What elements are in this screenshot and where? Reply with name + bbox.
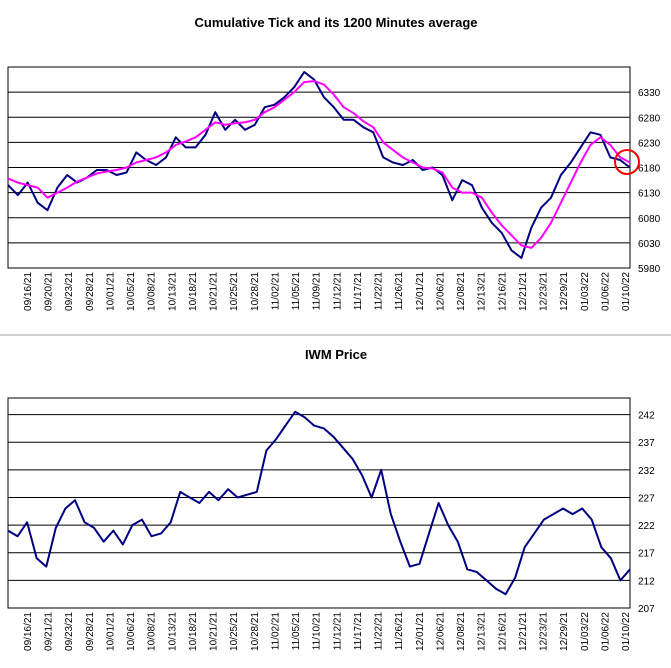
- y-tick-label: 6180: [638, 164, 661, 175]
- x-tick-label: 12/01/21: [415, 612, 426, 651]
- x-tick-label: 09/21/21: [44, 612, 55, 651]
- y-tick-label: 222: [638, 521, 655, 532]
- x-tick-label: 10/01/21: [105, 272, 116, 311]
- x-tick-label: 11/12/21: [332, 612, 343, 651]
- x-tick-label: 11/26/21: [394, 272, 405, 311]
- x-tick-label: 09/16/21: [23, 612, 34, 651]
- x-tick-label: 10/18/21: [188, 612, 199, 651]
- x-tick-label: 12/06/21: [435, 612, 446, 651]
- x-tick-label: 12/21/21: [518, 612, 529, 651]
- x-axis-ticks: 09/16/21 09/21/21 09/23/21 09/28/21 10/01/21…: [23, 612, 632, 651]
- x-tick-label: 10/25/21: [229, 612, 240, 651]
- x-axis-ticks: 09/16/21 09/20/21 09/23/21 09/28/21 10/01/21…: [23, 272, 632, 311]
- gridlines: [8, 414, 630, 581]
- y-tick-label: 207: [638, 604, 655, 615]
- x-tick-label: 12/23/21: [539, 272, 550, 311]
- x-tick-label: 12/13/21: [477, 612, 488, 651]
- x-tick-label: 09/16/21: [23, 272, 34, 311]
- x-tick-label: 12/29/21: [559, 612, 570, 651]
- x-tick-label: 10/21/21: [209, 272, 220, 311]
- y-tick-label: 217: [638, 549, 655, 560]
- x-tick-label: 11/22/21: [374, 612, 385, 651]
- x-tick-label: 01/03/22: [580, 272, 591, 311]
- x-tick-label: 11/17/21: [353, 612, 364, 651]
- series-line-1: [7, 80, 631, 249]
- highlight-circle: [614, 149, 640, 175]
- x-tick-label: 01/10/22: [621, 612, 632, 651]
- x-tick-label: 11/09/21: [312, 272, 323, 311]
- series-layer: [7, 71, 631, 259]
- x-tick-label: 10/06/21: [126, 612, 137, 651]
- x-tick-label: 09/20/21: [44, 272, 55, 311]
- x-tick-label: 01/06/22: [600, 612, 611, 651]
- x-tick-label: 12/06/21: [435, 272, 446, 311]
- x-tick-label: 12/16/21: [497, 272, 508, 311]
- x-tick-label: 11/17/21: [353, 272, 364, 311]
- y-tick-label: 6030: [638, 239, 661, 250]
- x-tick-label: 11/05/21: [291, 612, 302, 651]
- x-tick-label: 10/08/21: [147, 612, 158, 651]
- x-tick-label: 12/16/21: [497, 612, 508, 651]
- y-tick-label: 232: [638, 466, 655, 477]
- y-tick-label: 242: [638, 411, 655, 422]
- x-tick-label: 11/10/21: [312, 612, 323, 651]
- y-tick-label: 6330: [638, 88, 661, 99]
- iwm-price-chart: IWM Price 207 212 217 222 227 232 237 242 09/16…: [7, 347, 655, 651]
- x-tick-label: 11/22/21: [374, 272, 385, 311]
- x-tick-label: 11/12/21: [332, 272, 343, 311]
- x-tick-label: 10/28/21: [250, 272, 261, 311]
- x-tick-label: 12/29/21: [559, 272, 570, 311]
- x-tick-label: 10/21/21: [209, 612, 220, 651]
- gridlines: [8, 91, 630, 244]
- y-tick-label: 6280: [638, 113, 661, 124]
- x-tick-label: 11/26/21: [394, 612, 405, 651]
- x-tick-label: 10/18/21: [188, 272, 199, 311]
- x-tick-label: 09/28/21: [85, 612, 96, 651]
- x-tick-label: 10/25/21: [229, 272, 240, 311]
- series-layer: [7, 410, 631, 596]
- x-tick-label: 09/23/21: [64, 272, 75, 311]
- cumulative-tick-chart: Cumulative Tick and its 1200 Minutes ave…: [7, 15, 661, 311]
- x-tick-label: 10/01/21: [105, 612, 116, 651]
- x-tick-label: 12/13/21: [477, 272, 488, 311]
- x-tick-label: 01/10/22: [621, 272, 632, 311]
- series-line-0: [7, 71, 631, 259]
- x-tick-label: 12/08/21: [456, 272, 467, 311]
- x-tick-label: 10/13/21: [167, 272, 178, 311]
- x-tick-label: 12/08/21: [456, 612, 467, 651]
- x-tick-label: 11/05/21: [291, 272, 302, 311]
- x-tick-label: 09/23/21: [64, 612, 75, 651]
- x-tick-label: 12/23/21: [539, 612, 550, 651]
- x-tick-label: 10/08/21: [147, 272, 158, 311]
- x-tick-label: 10/13/21: [167, 612, 178, 651]
- plot-area: [7, 397, 631, 609]
- y-tick-label: 6080: [638, 214, 661, 225]
- x-tick-label: 12/01/21: [415, 272, 426, 311]
- x-tick-label: 01/03/22: [580, 612, 591, 651]
- chart-title: Cumulative Tick and its 1200 Minutes ave…: [195, 15, 478, 30]
- x-tick-label: 11/02/21: [270, 272, 281, 311]
- x-tick-label: 10/28/21: [250, 612, 261, 651]
- series-line-0: [7, 410, 631, 596]
- chart-title: IWM Price: [305, 347, 367, 362]
- y-axis-ticks: 207 212 217 222 227 232 237 242: [638, 411, 655, 615]
- y-tick-label: 6130: [638, 189, 661, 200]
- x-tick-label: 09/28/21: [85, 272, 96, 311]
- x-tick-label: 12/21/21: [518, 272, 529, 311]
- y-tick-label: 6230: [638, 138, 661, 149]
- y-tick-label: 227: [638, 493, 655, 504]
- x-tick-label: 10/05/21: [126, 272, 137, 311]
- x-tick-label: 11/02/21: [270, 612, 281, 651]
- y-axis-ticks: 5980 6030 6080 6130 6180 6230 6280 6330: [638, 88, 661, 275]
- y-tick-label: 5980: [638, 264, 661, 275]
- x-tick-label: 01/06/22: [600, 272, 611, 311]
- y-tick-label: 237: [638, 438, 655, 449]
- y-tick-label: 212: [638, 576, 655, 587]
